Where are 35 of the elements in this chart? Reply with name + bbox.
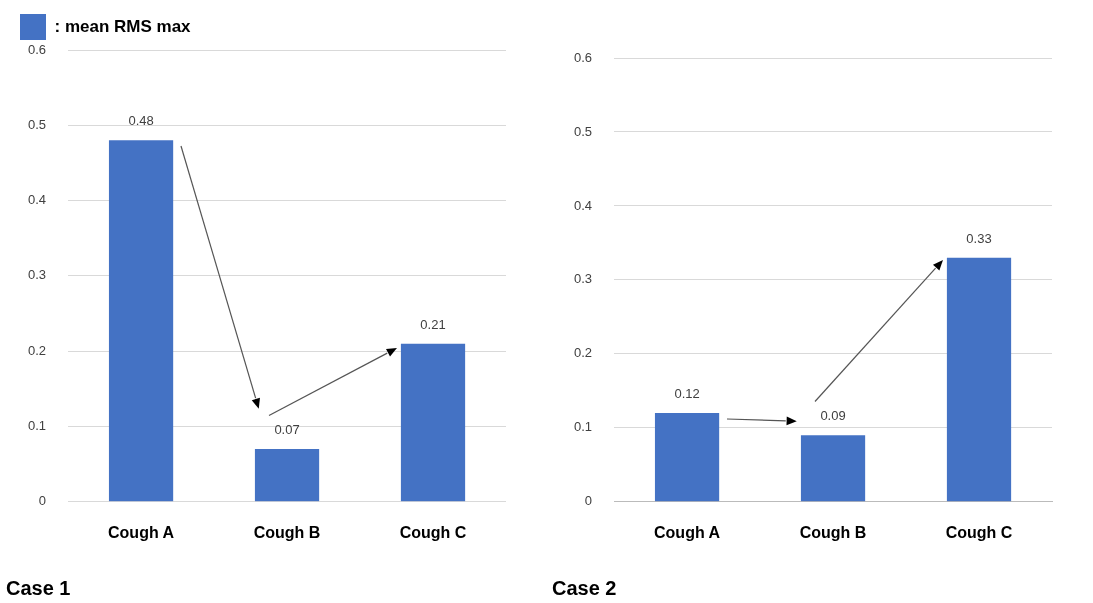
data-label: 0.48 (128, 113, 154, 129)
y-tick-label: 0.6 (573, 49, 593, 65)
y-tick-label: 0.5 (573, 123, 593, 139)
data-label: 0.33 (966, 230, 992, 246)
y-tick-label: 0.1 (27, 418, 47, 434)
bar (800, 435, 866, 502)
y-tick-label: 0 (38, 493, 47, 509)
legend-label: : mean RMS max (54, 16, 192, 36)
y-tick-label: 0.2 (573, 345, 593, 361)
data-label: 0.12 (674, 386, 700, 402)
bar (400, 343, 466, 502)
y-tick-label: 0.5 (27, 116, 47, 132)
text: Case 1 (6, 576, 71, 599)
bar (254, 449, 320, 502)
data-label: 0.07 (274, 422, 300, 438)
text: Case 2 (552, 576, 617, 599)
x-tick-label: Cough C (399, 523, 467, 541)
x-tick-label: Cough B (253, 523, 321, 541)
y-tick-label: 0.4 (573, 197, 593, 213)
bar (108, 140, 174, 502)
bar (654, 413, 720, 502)
x-tick-label: Cough A (654, 523, 721, 541)
y-tick-label: 0.2 (27, 342, 47, 358)
y-tick-label: 0.4 (27, 192, 47, 208)
data-label: 0.21 (420, 316, 446, 332)
bar (946, 257, 1012, 502)
y-tick-label: 0.3 (573, 271, 593, 287)
y-tick-label: 0.6 (27, 41, 47, 57)
x-tick-label: Cough A (108, 523, 175, 541)
y-tick-label: 0 (584, 493, 593, 509)
y-tick-label: 0.1 (573, 419, 593, 435)
x-tick-label: Cough C (945, 523, 1013, 541)
data-label: 0.09 (820, 408, 846, 424)
y-tick-label: 0.3 (27, 267, 47, 283)
x-tick-label: Cough B (799, 523, 867, 541)
